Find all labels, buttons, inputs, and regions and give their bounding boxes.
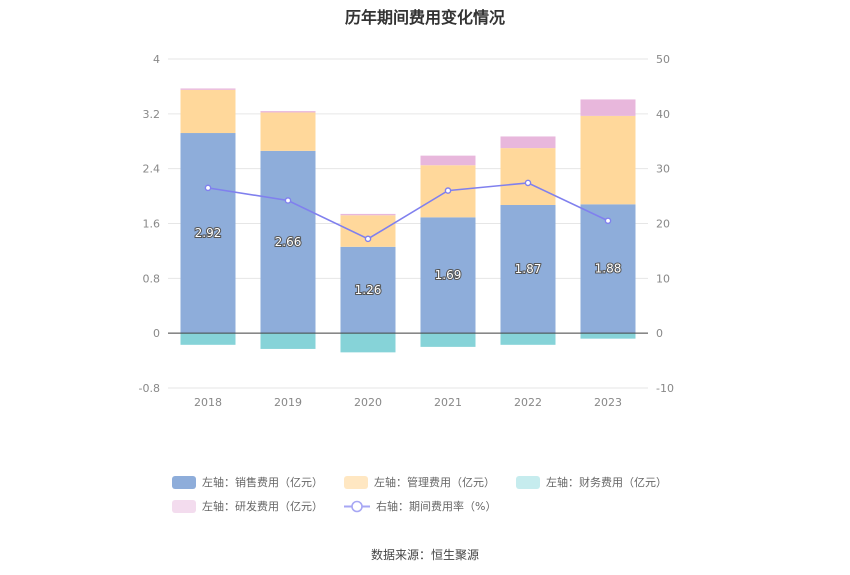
bar-data-label: 2.92 bbox=[195, 226, 222, 240]
left-axis-tick-label: -0.8 bbox=[139, 382, 160, 395]
legend-swatch-rnd bbox=[172, 499, 196, 513]
bar-segment bbox=[340, 246, 396, 334]
expense-rate-point bbox=[604, 217, 612, 225]
legend-label-sales: 左轴：销售费用（亿元） bbox=[202, 476, 323, 489]
bar-data-label: 1.69 bbox=[435, 268, 462, 282]
x-axis-tick-label: 2018 bbox=[194, 396, 222, 409]
expense-rate-point bbox=[444, 187, 452, 194]
chart-title: 历年期间费用变化情况 bbox=[344, 8, 505, 27]
expense-rate-point bbox=[284, 197, 292, 204]
left-axis-tick-label: 0.8 bbox=[143, 272, 161, 285]
left-axis-tick-label: 3.2 bbox=[143, 108, 161, 121]
right-axis-tick-label: 20 bbox=[656, 218, 670, 231]
legend-swatch-sales bbox=[172, 475, 196, 489]
expense-rate-point bbox=[524, 179, 532, 187]
right-axis-tick-label: 10 bbox=[656, 272, 670, 285]
bar-segment bbox=[260, 333, 316, 349]
expense-rate-point bbox=[364, 235, 372, 243]
bar-segment bbox=[500, 333, 556, 345]
bar-segment bbox=[500, 148, 556, 205]
bar-segment bbox=[260, 112, 316, 151]
x-axis-tick-label: 2021 bbox=[434, 396, 462, 409]
legend-label-expense-rate: 右轴：期间费用率（%） bbox=[376, 500, 497, 513]
legend-label-finance: 左轴：财务费用（亿元） bbox=[546, 476, 667, 489]
bar-segment bbox=[420, 333, 476, 347]
bar-segment bbox=[260, 111, 316, 113]
legend-label-rnd: 左轴：研发费用（亿元） bbox=[202, 500, 323, 513]
left-axis-tick-label: 4 bbox=[153, 53, 160, 66]
bar-segment bbox=[340, 333, 396, 353]
right-axis-tick-label: 40 bbox=[656, 108, 670, 121]
legend-item-sales[interactable]: 左轴：销售费用（亿元） bbox=[172, 474, 323, 490]
right-axis-tick-label: -10 bbox=[656, 382, 674, 395]
x-axis-tick-label: 2022 bbox=[514, 396, 542, 409]
legend-item-finance[interactable]: 左轴：财务费用（亿元） bbox=[516, 474, 667, 490]
legend-swatch-finance bbox=[516, 475, 540, 489]
bar-data-label: 1.88 bbox=[595, 262, 622, 276]
x-axis-tick-label: 2019 bbox=[274, 396, 302, 409]
x-axis-tick-label: 2020 bbox=[354, 396, 382, 409]
bar-segment bbox=[420, 155, 476, 166]
right-axis-tick-label: 0 bbox=[656, 327, 663, 340]
bar-segment bbox=[500, 204, 556, 334]
bar-segment bbox=[580, 204, 636, 334]
bar-segment bbox=[580, 333, 636, 339]
right-axis-tick-label: 30 bbox=[656, 163, 670, 176]
x-axis-tick-label: 2023 bbox=[594, 396, 622, 409]
expense-rate-point bbox=[204, 184, 212, 192]
bar-segment bbox=[340, 213, 396, 216]
legend-swatch-admin bbox=[344, 475, 368, 489]
bar-data-label: 1.87 bbox=[515, 262, 542, 276]
bar-segment bbox=[500, 136, 556, 149]
left-axis-tick-label: 1.6 bbox=[143, 218, 161, 231]
legend-label-admin: 左轴：管理费用（亿元） bbox=[374, 476, 495, 489]
bar-segment bbox=[180, 333, 236, 345]
right-axis-tick-label: 50 bbox=[656, 53, 670, 66]
left-axis-tick-label: 2.4 bbox=[143, 163, 161, 176]
bar-segment bbox=[580, 115, 636, 205]
bar-segment bbox=[420, 217, 476, 334]
bar-segment bbox=[180, 133, 236, 334]
legend-item-rnd[interactable]: 左轴：研发费用（亿元） bbox=[172, 498, 323, 514]
bar-segment bbox=[180, 88, 236, 90]
bar-segment bbox=[180, 89, 236, 134]
bar-data-label: 2.66 bbox=[275, 235, 302, 249]
legend-item-expense-rate[interactable]: 右轴：期间费用率（%） bbox=[344, 498, 496, 514]
line-circle-icon bbox=[344, 500, 370, 512]
bar-segment bbox=[580, 99, 636, 116]
source-note: 数据来源：恒生聚源 bbox=[370, 548, 479, 562]
bar-data-label: 1.26 bbox=[355, 283, 382, 297]
legend-item-admin[interactable]: 左轴：管理费用（亿元） bbox=[344, 474, 495, 490]
left-axis-tick-label: 0 bbox=[153, 327, 160, 340]
bar-segment bbox=[260, 150, 316, 334]
expense-rate-line bbox=[207, 182, 609, 240]
